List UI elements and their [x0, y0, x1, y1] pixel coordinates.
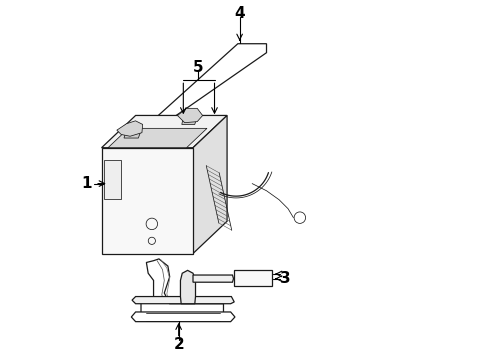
- Polygon shape: [182, 116, 197, 125]
- Polygon shape: [101, 116, 227, 148]
- Polygon shape: [124, 128, 142, 138]
- Polygon shape: [234, 270, 272, 286]
- Polygon shape: [139, 44, 267, 148]
- Text: 2: 2: [173, 337, 184, 352]
- Polygon shape: [193, 116, 227, 253]
- Text: 4: 4: [234, 6, 245, 21]
- Polygon shape: [101, 148, 193, 253]
- Text: 1: 1: [81, 176, 92, 191]
- Polygon shape: [141, 259, 223, 313]
- Polygon shape: [132, 297, 234, 304]
- Polygon shape: [117, 121, 143, 136]
- Polygon shape: [193, 275, 234, 282]
- Polygon shape: [131, 312, 235, 321]
- Polygon shape: [180, 270, 196, 304]
- Polygon shape: [177, 108, 202, 123]
- Text: 5: 5: [193, 59, 204, 75]
- Polygon shape: [108, 129, 207, 148]
- Polygon shape: [104, 161, 122, 198]
- Text: 3: 3: [280, 271, 291, 286]
